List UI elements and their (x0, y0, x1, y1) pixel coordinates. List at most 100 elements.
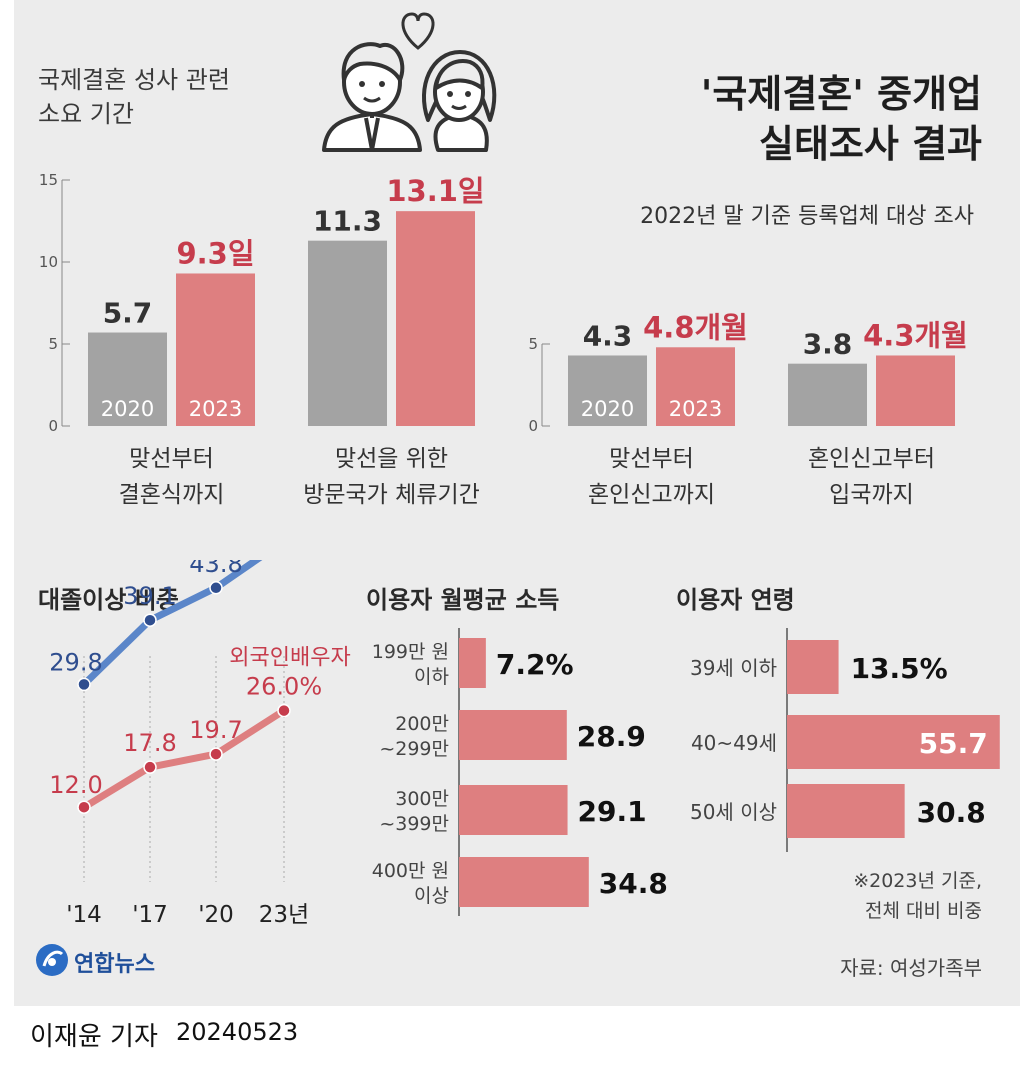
chart1-title-line2: 소요 기간 (38, 100, 134, 128)
chart5-category-label: 40~49세 (691, 731, 777, 755)
chart5-category-label: 39세 이하 (690, 656, 777, 680)
chart3-point (143, 613, 157, 627)
chart2-bar-2023 (876, 355, 955, 426)
chart1-series-label: 2020 (101, 397, 154, 421)
reporter-name: 이재윤 기자 (30, 1022, 158, 1052)
chart4-income-chart: 7.2% 199만 원이하 28.9 200만 ~299만 29.1 300만 ~399만 34… (372, 628, 668, 916)
chart1-bar-2023 (176, 273, 255, 426)
chart1-ytick-label: 15 (39, 171, 58, 189)
chart5-title: 이용자 연령 (676, 586, 795, 614)
chart1-category-label: 방문국가 체류기간 (303, 482, 480, 508)
chart3-x-label: '14 (66, 902, 102, 928)
source-text: 자료: 여성가족부 (840, 956, 982, 980)
chart5-age-chart: 13.5% 39세 이하 55.7 40~49세 30.8 50세 이상 (690, 628, 1000, 852)
chart5-bar (787, 715, 1000, 769)
heart-icon (401, 12, 435, 50)
chart2-value-label: 4.8개월 (643, 310, 748, 344)
chart5-value-label: 55.7 (919, 727, 988, 760)
chart4-value-label: 29.1 (578, 795, 647, 828)
chart2-category-label: 혼인신고까지 (588, 482, 715, 508)
chart5-note-line2: 전체 대비 비중 (865, 900, 982, 922)
chart1-category-label: 결혼식까지 (119, 482, 225, 508)
chart3-series-name: 외국인배우자 (229, 646, 350, 671)
chart3-value-label: 43.8 (189, 560, 242, 578)
chart1-ytick-label: 5 (48, 335, 58, 353)
chart3-value-label: 17.8 (123, 729, 176, 757)
couple-illustration (322, 12, 497, 152)
chart2-category-label: 혼인신고부터 (808, 446, 935, 472)
chart3-point (209, 747, 223, 761)
chart3-point (209, 581, 223, 595)
chart1-value-label: 9.3일 (176, 236, 254, 270)
logo-text: 연합뉴스 (74, 952, 155, 977)
chart4-bar (459, 710, 567, 760)
main-title-line1: '국제결혼' 중개업 (700, 72, 982, 116)
chart3-title: 대졸이상 비중 (38, 586, 179, 614)
chart3-series-line (80, 707, 288, 811)
chart4-bar (459, 785, 568, 835)
main-subtitle: 2022년 말 기준 등록업체 대상 조사 (640, 204, 974, 229)
chart3-value-label: 29.8 (49, 648, 102, 676)
chart1-bar-2023 (396, 211, 475, 426)
chart2-category-label: 입국까지 (829, 482, 914, 508)
chart2-bar-2023 (656, 347, 735, 426)
chart1-value-label: 11.3 (313, 205, 382, 238)
chart2-value-label: 4.3 (583, 319, 633, 352)
chart1-category-label: 맞선을 위한 (335, 446, 448, 472)
chart4-category-label: 300만 (395, 788, 449, 810)
chart4-category-label: ~399만 (379, 813, 449, 835)
chart2-ytick-label: 0 (528, 417, 538, 435)
chart1-ytick-label: 10 (39, 253, 58, 271)
chart4-bar (459, 857, 589, 907)
chart3-value-label: 19.7 (189, 716, 242, 744)
chart3-line-chart: '14'17'2023년29.839.143.850.6%이용자12.017.8… (49, 560, 351, 928)
chart2-bar-2020 (568, 355, 647, 426)
chart2-value-label: 3.8 (803, 328, 853, 361)
chart2-bar-2020 (788, 363, 867, 426)
chart3-value-label: 39.1 (123, 582, 176, 610)
infographic-panel (14, 0, 1020, 1006)
chart5-bar (787, 640, 839, 694)
chart1-title-line1: 국제결혼 성사 관련 (38, 66, 230, 94)
chart2-series-label: 2023 (669, 397, 722, 421)
chart5-note-line1: ※2023년 기준, (853, 870, 982, 892)
chart3-value-label: 12.0 (49, 771, 102, 799)
chart3-point (77, 800, 91, 814)
chart3-value-label: 26.0% (246, 673, 322, 701)
chart4-category-label: 이상 (414, 885, 449, 907)
publish-date: 20240523 (176, 1018, 299, 1046)
chart2-value-label: 4.3개월 (863, 318, 968, 352)
yonhap-logo-icon (36, 944, 68, 976)
chart3-point (277, 703, 291, 718)
chart2-ytick-label: 5 (528, 335, 538, 353)
chart3-x-label: '17 (132, 902, 168, 928)
chart4-category-label: 199만 원 (372, 641, 449, 663)
chart3-point (77, 677, 91, 692)
chart1-category-label: 맞선부터 (129, 446, 214, 472)
chart5-category-label: 50세 이상 (690, 800, 777, 824)
chart4-category-label: 이하 (414, 666, 449, 688)
chart1-bar-2020 (88, 332, 167, 426)
chart3-x-label: '20 (198, 902, 234, 928)
chart4-category-label: 200만 (395, 713, 449, 735)
chart4-category-label: ~299만 (379, 738, 449, 760)
chart4-value-label: 34.8 (599, 867, 668, 900)
chart3-point (143, 760, 157, 774)
chart4-value-label: 7.2% (496, 648, 574, 681)
chart1-value-label: 5.7 (103, 297, 153, 330)
chart4-bar (459, 638, 486, 688)
chart3-x-label: 23년 (259, 902, 309, 928)
chart5-value-label: 13.5% (851, 652, 948, 685)
chart4-value-label: 28.9 (577, 720, 646, 753)
chart5-bar (787, 784, 905, 838)
chart2-category-label: 맞선부터 (609, 446, 694, 472)
chart1-series-label: 2023 (189, 397, 242, 421)
chart4-title: 이용자 월평균 소득 (366, 586, 560, 614)
chart1-value-label: 13.1일 (386, 174, 484, 208)
chart4-category-label: 400만 원 (372, 860, 449, 882)
chart3-series-line (80, 560, 263, 688)
chart1-bar-2020 (308, 240, 387, 426)
main-title-line2: 실태조사 결과 (759, 122, 982, 166)
